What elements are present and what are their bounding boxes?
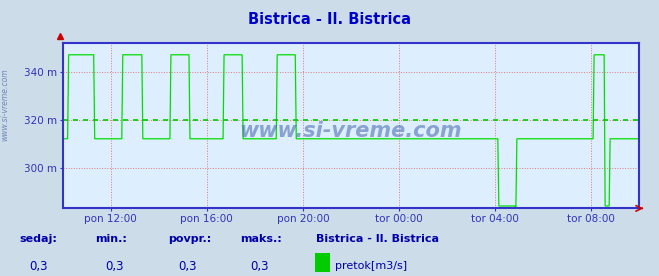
Text: sedaj:: sedaj: <box>20 234 57 244</box>
Text: 0,3: 0,3 <box>250 260 269 273</box>
Text: min.:: min.: <box>96 234 127 244</box>
Text: Bistrica - Il. Bistrica: Bistrica - Il. Bistrica <box>248 12 411 27</box>
Text: 0,3: 0,3 <box>178 260 196 273</box>
Text: www.si-vreme.com: www.si-vreme.com <box>240 121 462 140</box>
Text: 0,3: 0,3 <box>30 260 48 273</box>
Text: www.si-vreme.com: www.si-vreme.com <box>1 68 10 141</box>
Text: povpr.:: povpr.: <box>168 234 212 244</box>
Text: Bistrica - Il. Bistrica: Bistrica - Il. Bistrica <box>316 234 440 244</box>
Text: pretok[m3/s]: pretok[m3/s] <box>335 261 407 271</box>
Text: maks.:: maks.: <box>241 234 282 244</box>
Text: 0,3: 0,3 <box>105 260 124 273</box>
